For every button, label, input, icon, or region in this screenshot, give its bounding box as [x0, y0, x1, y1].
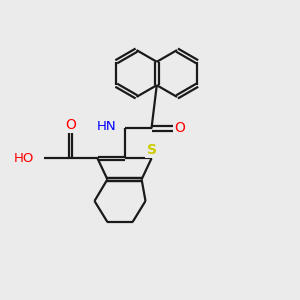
- Text: HO: HO: [14, 152, 34, 165]
- Text: O: O: [175, 122, 185, 135]
- Text: O: O: [65, 118, 76, 132]
- Text: HN: HN: [97, 119, 116, 133]
- Text: S: S: [146, 143, 157, 157]
